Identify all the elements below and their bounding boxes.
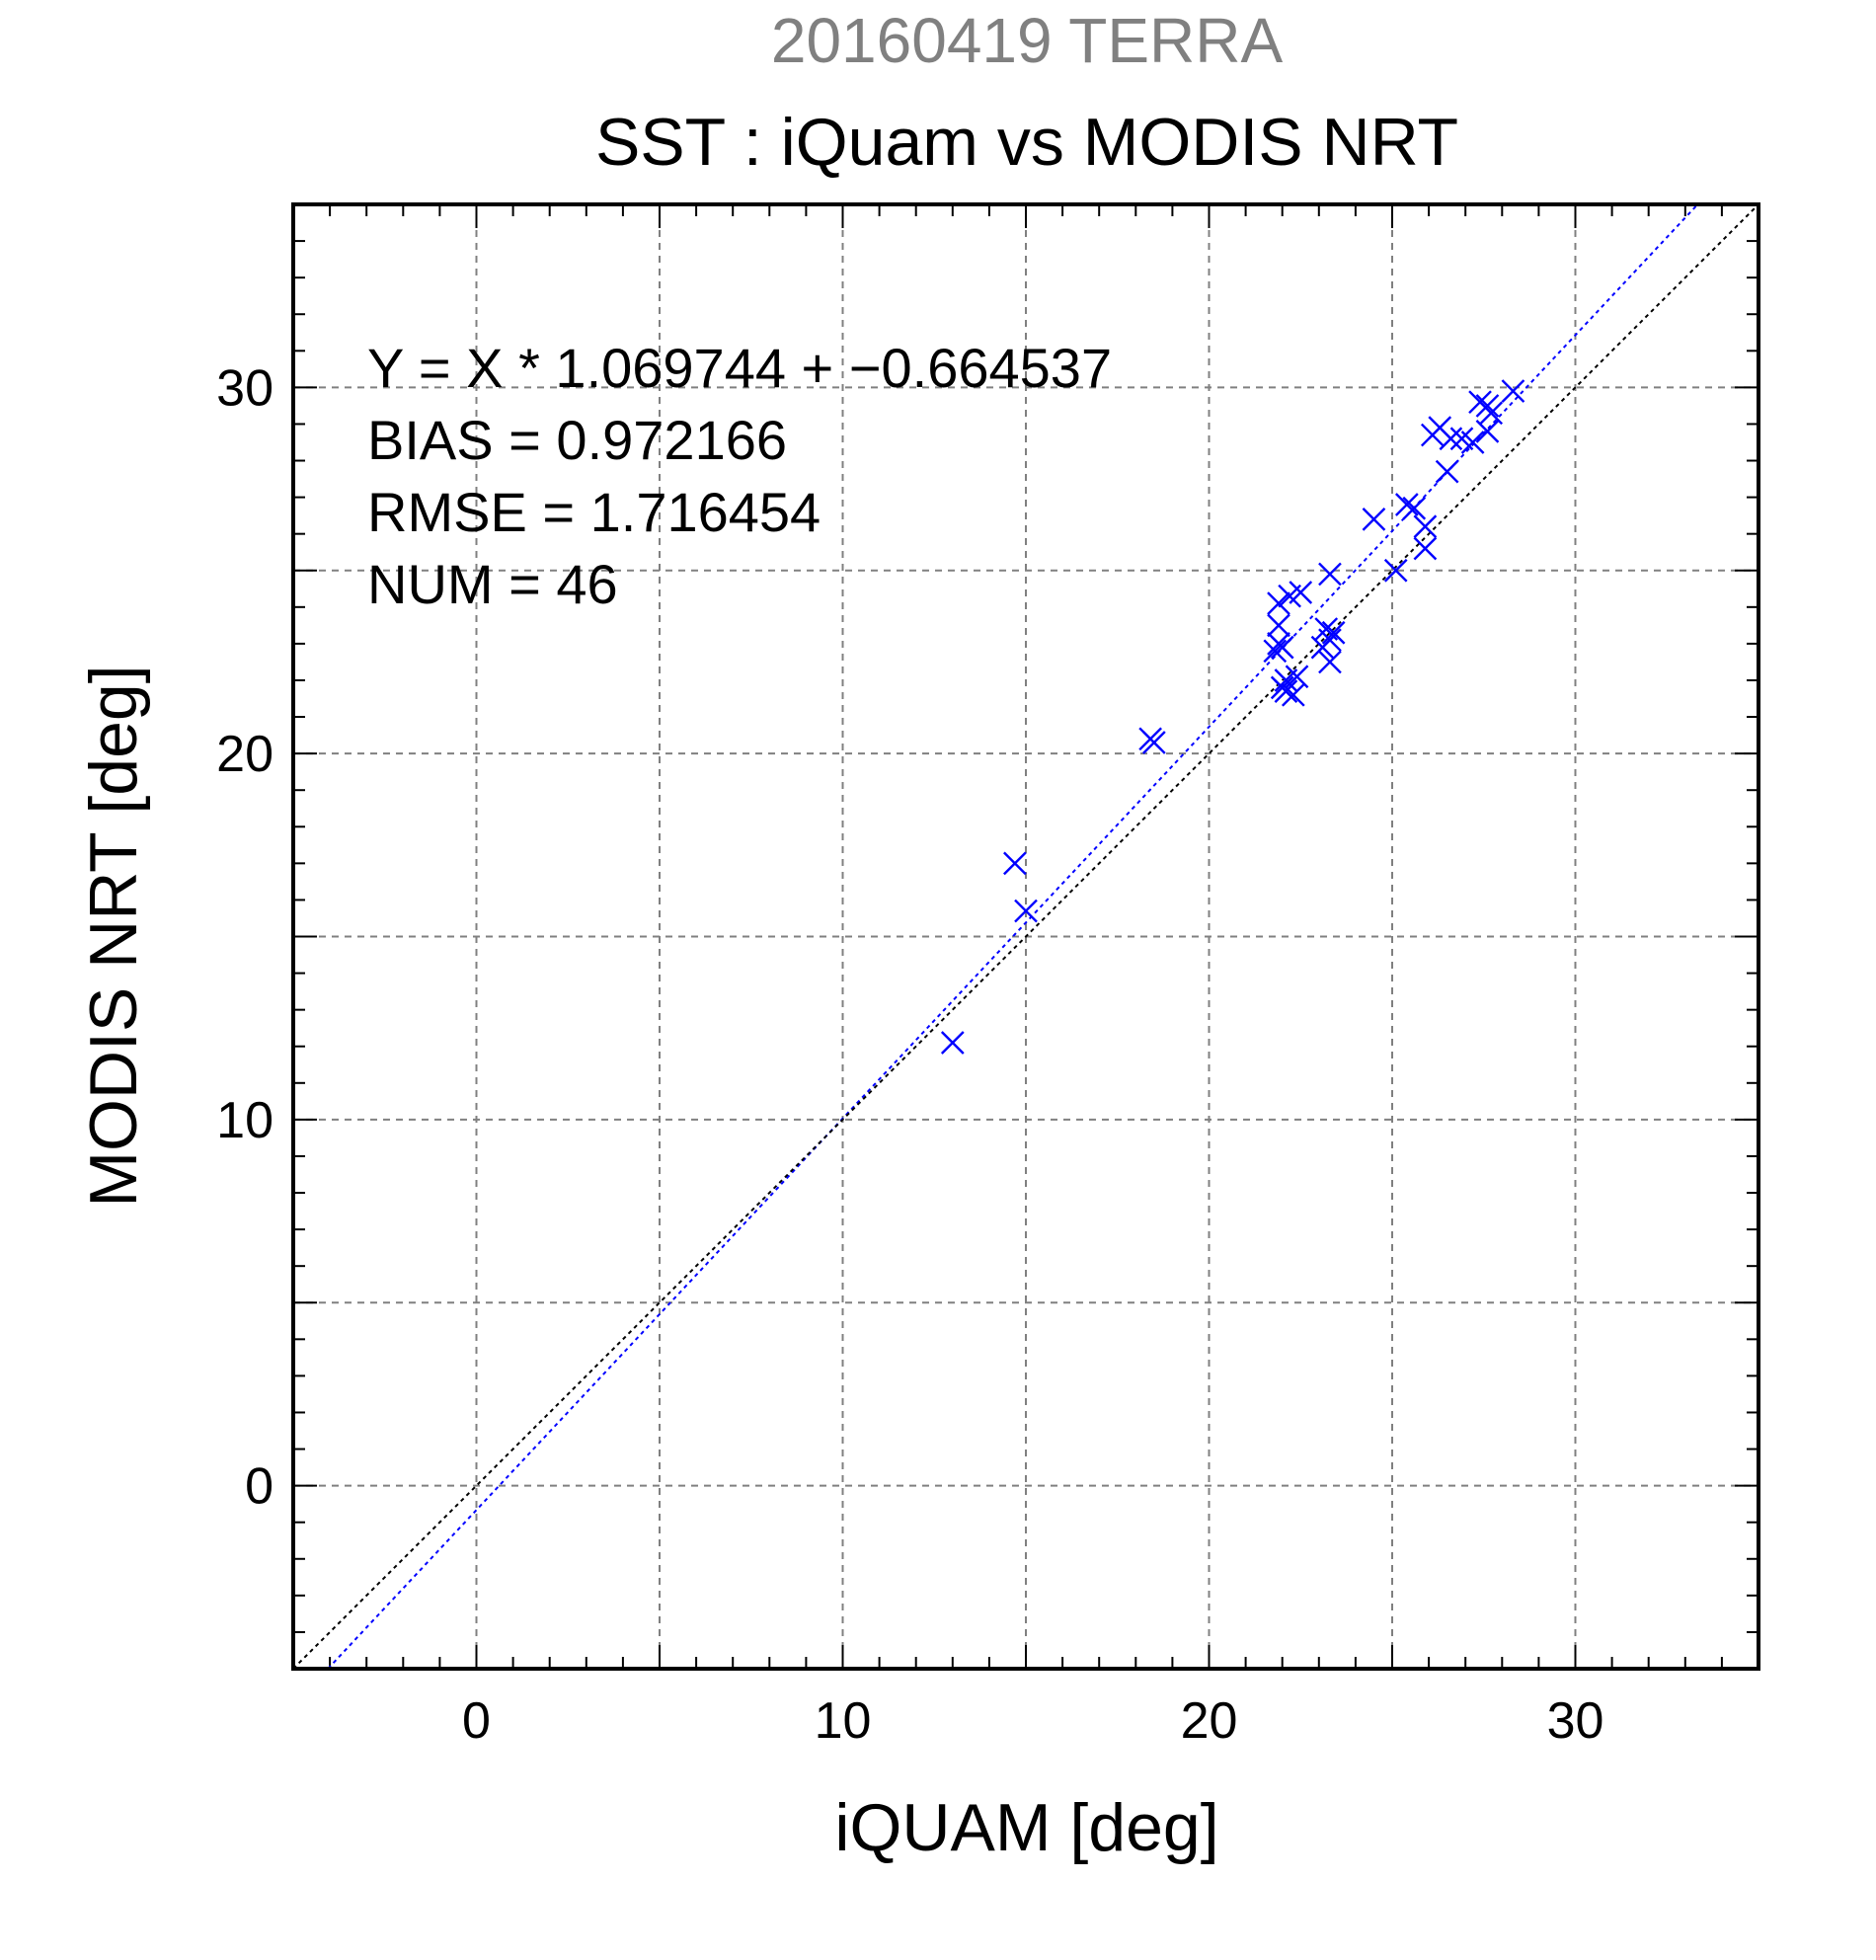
regression-equation: Y = X * 1.069744 + −0.664537 [367, 337, 1112, 399]
data-point [1003, 851, 1027, 876]
data-point-stroke [1501, 379, 1525, 403]
regression-line [327, 203, 1699, 1670]
y-tick-label: 20 [216, 726, 274, 783]
data-point [1413, 514, 1438, 539]
y-tick-label: 10 [216, 1092, 274, 1149]
data-point [1501, 379, 1525, 403]
data-point-stroke [1468, 390, 1492, 415]
data-point-stroke [1362, 507, 1386, 531]
tick-labels: 0 10 20 30 0 10 20 30 [216, 359, 1603, 1750]
data-point [1285, 665, 1309, 689]
chart-subtitle: 20160419 TERRA [771, 5, 1284, 76]
data-point-stroke [1281, 682, 1305, 707]
plot-frame [291, 202, 1760, 1671]
data-point [1321, 620, 1346, 645]
data-point-stroke [1270, 635, 1294, 660]
data-point [1289, 581, 1313, 604]
data-point-stroke [1435, 459, 1459, 484]
data-point [1318, 650, 1342, 674]
chart-title: SST : iQuam vs MODIS NRT [595, 105, 1458, 180]
y-tick-label: 0 [245, 1458, 274, 1516]
data-point [1479, 401, 1504, 426]
data-point-stroke [1321, 620, 1346, 645]
data-point-stroke [1274, 679, 1298, 703]
data-point-stroke [1318, 628, 1342, 653]
data-point [1439, 427, 1463, 451]
data-point-stroke [1318, 562, 1342, 587]
num-value: NUM = 46 [367, 553, 618, 615]
data-point-stroke [1394, 493, 1419, 516]
y-tick-label: 30 [216, 359, 274, 417]
data-point-stroke [1413, 514, 1438, 539]
data-point [1267, 613, 1290, 638]
x-tick-label: 30 [1547, 1692, 1604, 1750]
data-point [1263, 639, 1288, 664]
x-tick-label: 0 [462, 1692, 491, 1750]
data-point-stroke [1479, 401, 1504, 426]
data-point [1435, 459, 1459, 484]
data-point [1014, 899, 1038, 923]
data-point-stroke [1314, 617, 1339, 641]
data-point [1318, 628, 1342, 653]
data-point-stroke [1142, 731, 1166, 754]
data-point [1267, 591, 1290, 615]
data-point-stroke [1318, 650, 1342, 674]
data-point [1383, 558, 1408, 583]
data-point-stroke [1402, 496, 1427, 520]
data-point-stroke [1428, 416, 1452, 440]
data-point [1475, 394, 1500, 418]
data-point [1413, 536, 1438, 561]
data-point [1270, 635, 1294, 660]
x-tick-label: 10 [815, 1692, 872, 1750]
data-point [1362, 507, 1386, 531]
data-point-stroke [1383, 558, 1408, 583]
grid-layer [293, 204, 1759, 1669]
data-point-stroke [1263, 639, 1288, 664]
data-point-stroke [1460, 431, 1485, 454]
data-point-stroke [940, 1031, 965, 1055]
data-points [940, 379, 1525, 1055]
data-point-stroke [1289, 581, 1313, 604]
data-point [1281, 682, 1305, 707]
stats-annotation: Y = X * 1.069744 + −0.664537 BIAS = 0.97… [367, 337, 1112, 615]
data-point-stroke [1014, 899, 1038, 923]
identity-line [292, 203, 1759, 1670]
data-point [1475, 420, 1500, 443]
data-point-stroke [1449, 427, 1474, 451]
data-point-stroke [1413, 536, 1438, 561]
data-point [1402, 496, 1427, 520]
data-point-stroke [1439, 427, 1463, 451]
data-point [1460, 431, 1485, 454]
data-point-stroke [1267, 613, 1290, 638]
reference-lines [292, 203, 1759, 1670]
data-point [940, 1031, 965, 1055]
data-point [1394, 493, 1419, 516]
data-point-stroke [1267, 591, 1290, 615]
data-point-stroke [1003, 851, 1027, 876]
data-point-stroke [1475, 394, 1500, 418]
bias-value: BIAS = 0.972166 [367, 409, 787, 471]
x-tick-label: 20 [1181, 1692, 1238, 1750]
x-axis-label: iQUAM [deg] [834, 1790, 1218, 1865]
y-axis-label: MODIS NRT [deg] [76, 665, 151, 1207]
data-point [1142, 731, 1166, 754]
data-point-stroke [1285, 665, 1309, 689]
rmse-value: RMSE = 1.716454 [367, 481, 821, 543]
data-point [1318, 562, 1342, 587]
data-point [1274, 679, 1298, 703]
data-point-stroke [1475, 420, 1500, 443]
